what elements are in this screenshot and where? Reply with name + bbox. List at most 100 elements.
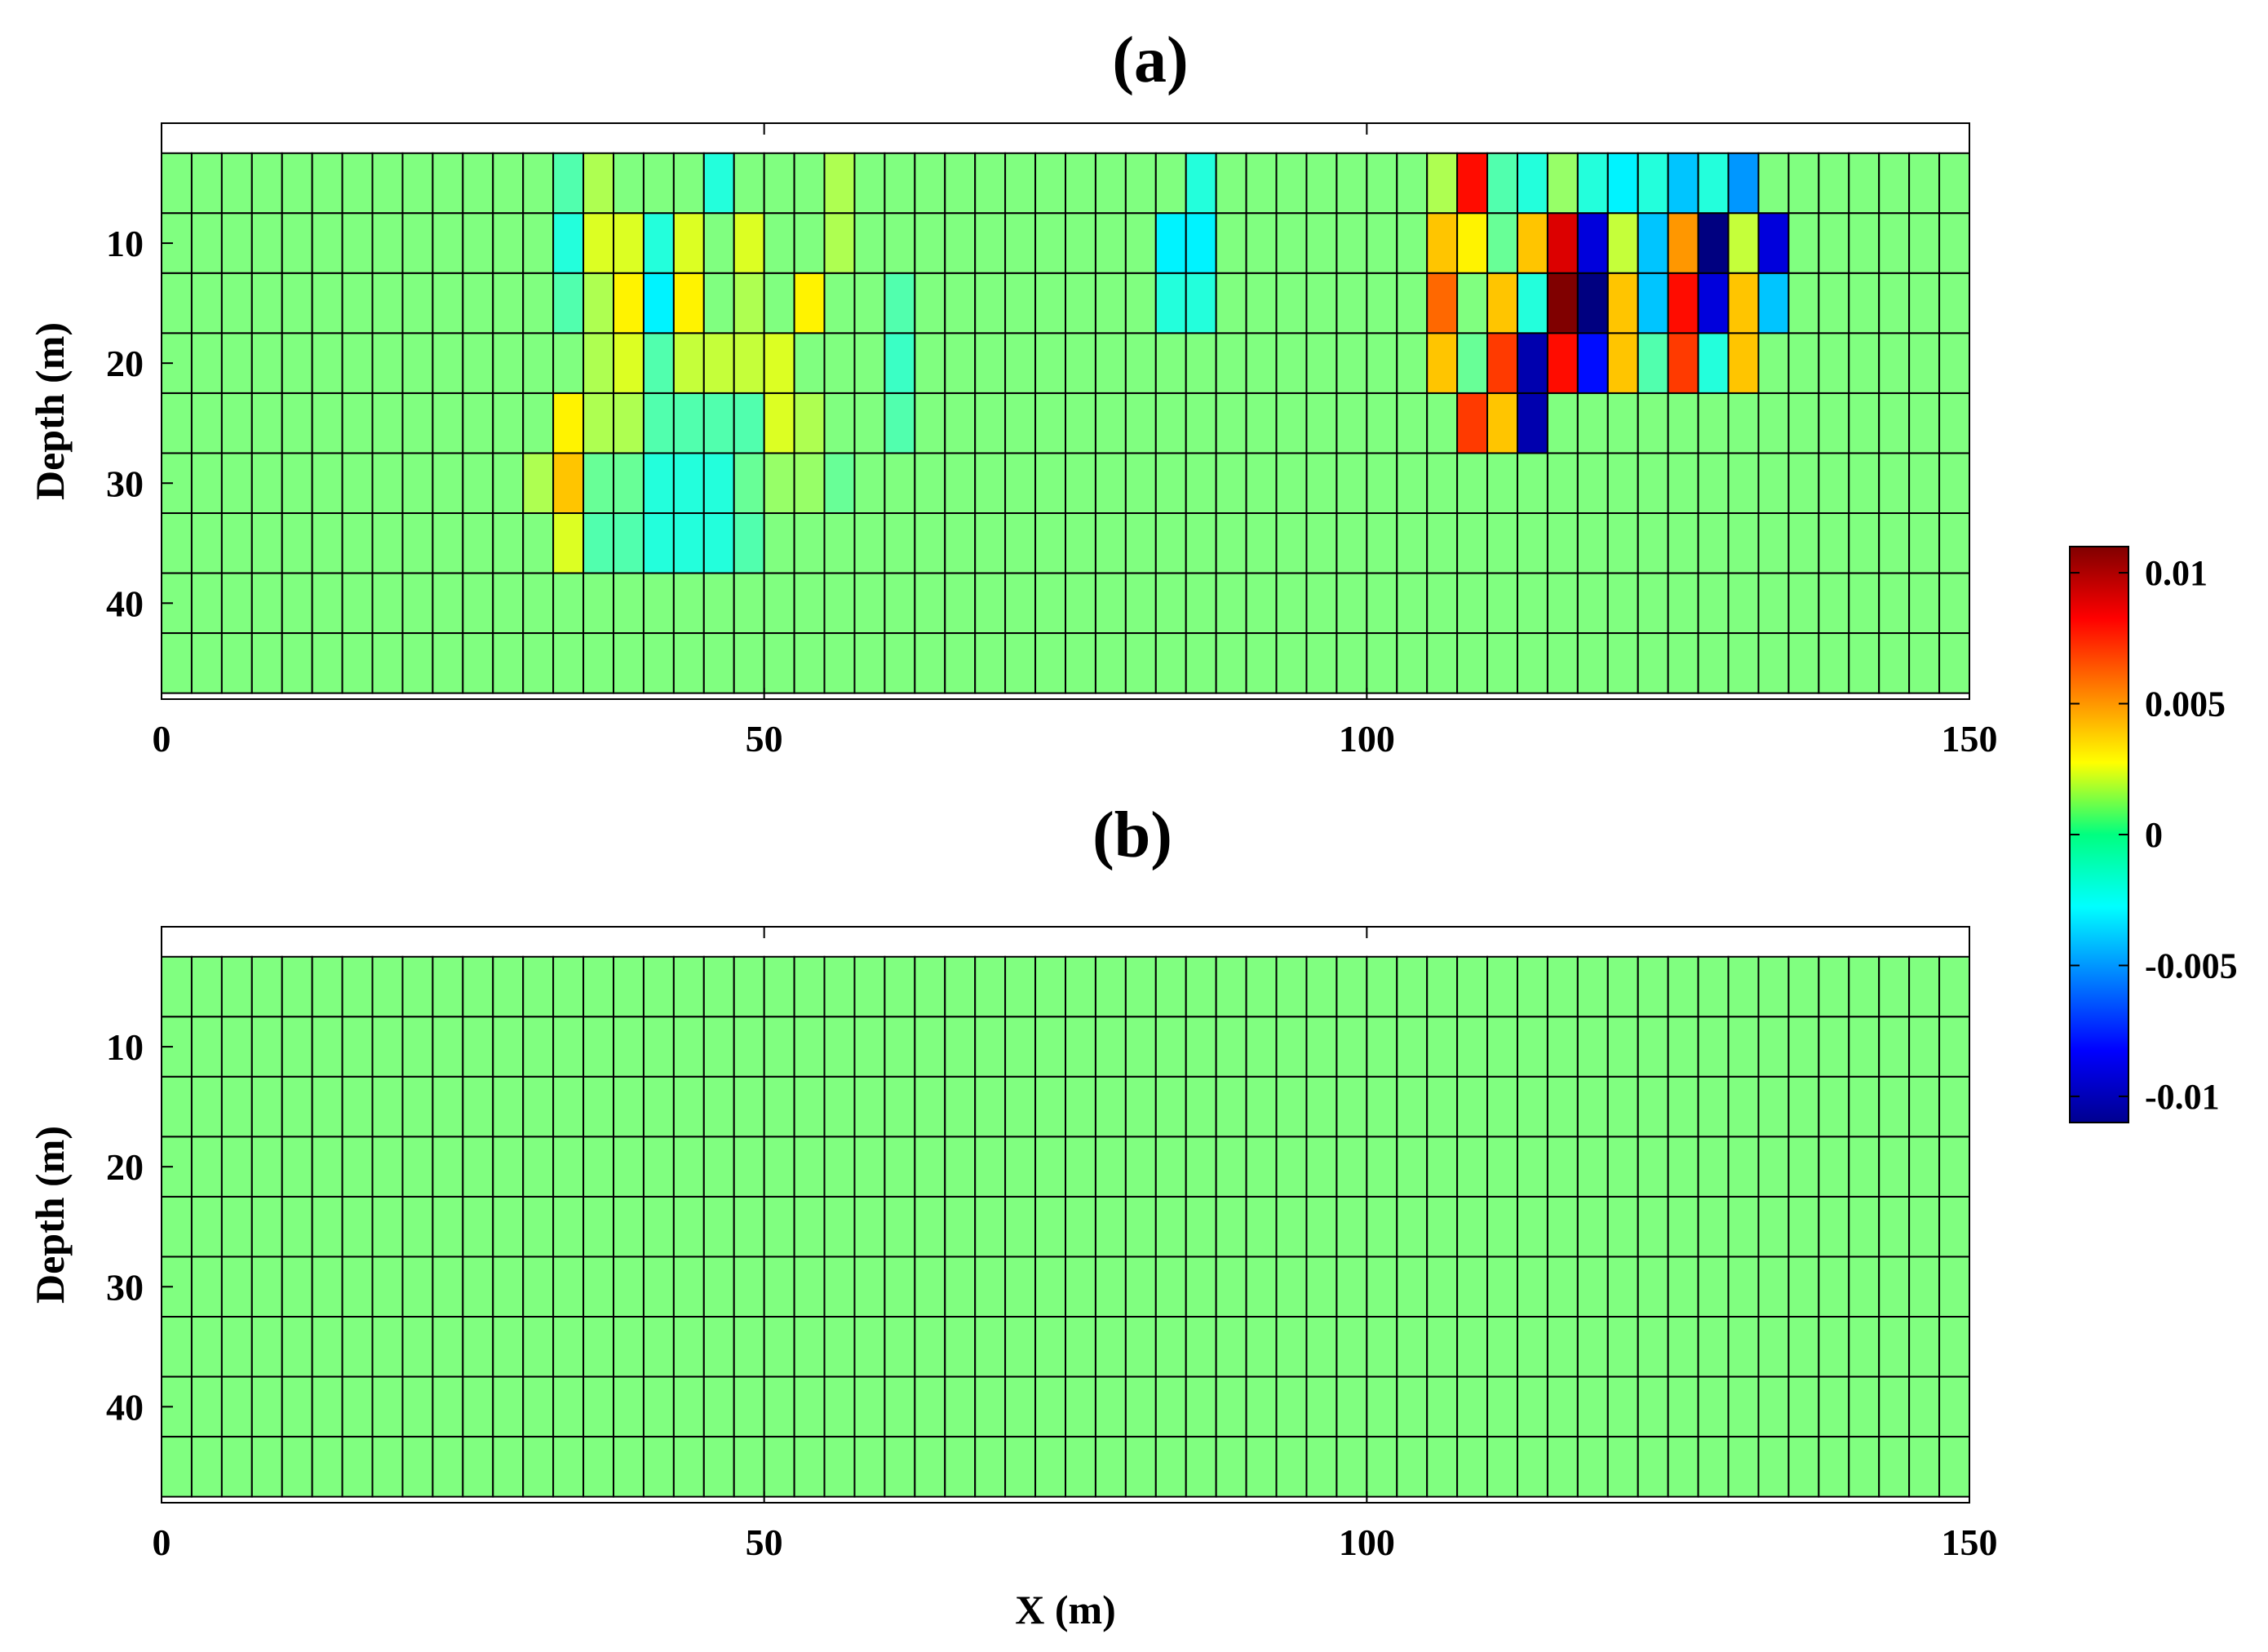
panel-b-cell [1275, 1256, 1308, 1318]
panel-b-cell [401, 1436, 434, 1498]
panel-a-cell [1305, 212, 1338, 274]
panel-a-cell [1094, 332, 1127, 394]
panel-a-cell [371, 512, 404, 574]
panel-b-cell [552, 955, 585, 1018]
panel-a-cell [1697, 452, 1730, 515]
panel-a-cell [702, 392, 735, 454]
panel-b-cell [522, 1316, 555, 1378]
panel-a-cell [583, 572, 615, 635]
panel-a-cell [1486, 272, 1518, 334]
panel-b-cell [1606, 1316, 1639, 1378]
panel-a-cell [432, 512, 464, 574]
panel-b-cell [462, 1075, 494, 1138]
panel-a-cell [1727, 212, 1760, 274]
panel-a-cell [311, 572, 343, 635]
panel-a-cell [702, 212, 735, 274]
panel-a-cell [1637, 272, 1669, 334]
panel-a-cell [1065, 572, 1096, 635]
panel-a-cell [401, 572, 434, 635]
panel-b-cell [1938, 1136, 1971, 1198]
panel-a-cell [281, 452, 313, 515]
panel-b-x-tick-label: 0 [153, 1521, 171, 1563]
panel-b-cell [1366, 1136, 1398, 1198]
panel-b-cell [974, 1436, 1007, 1498]
panel-b-cell [1848, 1136, 1880, 1198]
panel-b-cell [1065, 1136, 1096, 1198]
panel-a-cell [1396, 272, 1429, 334]
panel-a-cell [1124, 332, 1157, 394]
panel-b-cell [1848, 1075, 1880, 1138]
panel-b-cell [1366, 1436, 1398, 1498]
panel-b-cell [793, 1375, 826, 1438]
panel-b-cell [1336, 1256, 1368, 1318]
panel-a-cell [1757, 272, 1790, 334]
panel-a-cell [1878, 152, 1911, 215]
panel-a-cell [1576, 572, 1609, 635]
panel-a-cell [462, 152, 494, 215]
panel-a-cell [1727, 272, 1760, 334]
panel-a-cell [522, 392, 555, 454]
panel-a-cell [401, 272, 434, 334]
panel-b-cell [1637, 1195, 1669, 1258]
panel-a-cell [613, 632, 645, 694]
panel-b-cell [1396, 1075, 1429, 1138]
panel-b-cell [1697, 1016, 1730, 1078]
panel-b-cell [1697, 1375, 1730, 1438]
panel-a-cell [1456, 632, 1489, 694]
panel-a-cell [1124, 632, 1157, 694]
panel-b-cell [853, 1195, 886, 1258]
panel-a-cell [1667, 212, 1699, 274]
panel-a-cell [853, 392, 886, 454]
panel-a-cell [1185, 212, 1217, 274]
panel-a-cell [250, 632, 283, 694]
panel-a-cell [823, 512, 856, 574]
panel-b-cell [250, 1256, 283, 1318]
panel-b-cell [281, 1136, 313, 1198]
panel-b-cell [702, 1375, 735, 1438]
panel-a-x-tick-label: 150 [1942, 718, 1998, 760]
panel-a-cell [1154, 152, 1187, 215]
panel-a-cell [1938, 392, 1971, 454]
panel-a-cell [1697, 332, 1730, 394]
panel-a-cell [1546, 152, 1579, 215]
panel-a-cell [853, 332, 886, 394]
panel-a-cell [1456, 452, 1489, 515]
panel-a-cell [462, 452, 494, 515]
colorbar-ticks: 0.01 0.005 0 -0.005 -0.01 [2070, 553, 2238, 1117]
panel-a-cell [552, 572, 585, 635]
panel-a-cell [1275, 572, 1308, 635]
panel-a-cell [1426, 392, 1459, 454]
panel-b-cell [733, 1195, 765, 1258]
panel-a-cell [1787, 332, 1820, 394]
panel-a-cell [1245, 212, 1278, 274]
panel-a-cell [1004, 512, 1037, 574]
panel-a-cell [823, 392, 856, 454]
panel-b-cell [1456, 1316, 1489, 1378]
panel-a-cell [1818, 392, 1850, 454]
panel-a-cell [1366, 392, 1398, 454]
panel-b-cell [763, 955, 795, 1018]
panel-b-cell [702, 1075, 735, 1138]
panel-a-cell [341, 152, 374, 215]
panel-a-cell [432, 392, 464, 454]
panel-b-cell [281, 1436, 313, 1498]
panel-b-cell [944, 955, 977, 1018]
panel-a-cell [371, 272, 404, 334]
panel-a-cell [1275, 632, 1308, 694]
panel-b-cell [1336, 1136, 1368, 1198]
panel-a-cell [1517, 272, 1548, 334]
panel-a-cell [432, 332, 464, 394]
panel-b-cell [1004, 1256, 1037, 1318]
panel-b-cell [1517, 1075, 1548, 1138]
panel-b-cell [672, 1016, 705, 1078]
panel-b-cell [552, 1316, 585, 1378]
panel-a-cell [462, 212, 494, 274]
panel-b-cell [281, 1195, 313, 1258]
panel-b-cell [1336, 1316, 1368, 1378]
panel-b-cell [311, 1195, 343, 1258]
panel-b-cell [220, 1436, 253, 1498]
panel-b-cell [1185, 1195, 1217, 1258]
panel-b-cell [161, 1195, 193, 1258]
panel-a-y-tick-label: 40 [106, 582, 144, 624]
panel-a-cell [1787, 632, 1820, 694]
